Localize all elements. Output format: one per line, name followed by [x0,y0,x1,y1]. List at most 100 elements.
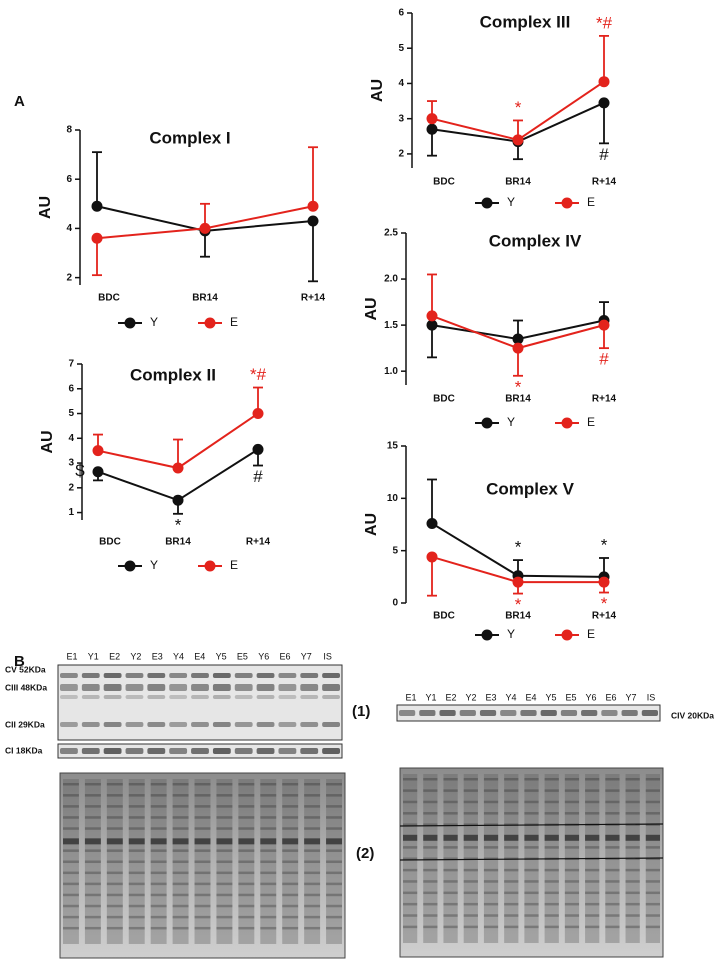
gel-band [172,882,189,886]
gel-band [423,834,438,841]
band-label: CV 52KDa [5,664,46,674]
data-point [91,232,103,244]
gel-band [524,880,539,883]
gel-band [463,846,478,849]
gel-band [585,778,600,781]
gel-band [128,794,145,797]
lane-label: IS [323,651,332,661]
x-tick-label: BDC [99,537,121,548]
gel-band [106,816,123,819]
y-tick-label: 6 [66,174,72,185]
gel-band [304,805,321,808]
blot-band [520,710,537,716]
gel-band [282,838,299,845]
gel-band [524,778,539,781]
gel-band [63,827,79,830]
gel-band [544,902,559,906]
gel-band [128,805,145,808]
blot-band [439,710,456,716]
blot-band [560,710,578,716]
blot-band [212,722,231,727]
gel-band [106,860,123,863]
gel-band [260,915,277,919]
lane-label: Y7 [301,651,312,661]
annotation: * [515,98,522,117]
gel-lane [463,774,478,943]
gel-band [403,868,418,872]
blot-band [459,710,476,716]
legend-marker [481,629,493,641]
gel-band [524,800,539,804]
blot-band [125,684,144,691]
gel-band [463,902,478,906]
gel-band [216,915,233,919]
data-point [91,200,103,212]
x-tick-label: BDC [433,177,455,188]
gel-band [564,846,580,849]
gel-band [194,893,211,897]
gel-band [605,880,620,883]
gel-band [625,789,640,792]
gel-band [326,882,342,886]
y-tick-label: 6 [398,8,404,19]
legend-marker [481,197,493,209]
blot-band [191,673,209,678]
gel-band [238,816,255,819]
blot-band [81,684,100,691]
gel-band [504,925,519,929]
gel-band [645,800,660,804]
gel-band [564,891,580,895]
gel-band [326,805,342,808]
data-point [252,408,264,420]
gel-band [645,789,660,792]
gel-band [172,871,189,875]
gel-band [483,778,499,781]
gel-band [260,783,277,786]
annotation: # [599,350,609,369]
row-label: (2) [356,845,374,862]
gel-band [564,800,580,804]
gel-lane [238,779,255,944]
gel-band [128,849,145,852]
gel-band [63,838,79,845]
blot-band [169,695,188,699]
x-tick-label: BR14 [505,177,531,188]
blot-band [300,748,319,754]
gel-band [84,926,101,930]
gel-band [63,794,79,797]
annotation: * [601,594,608,613]
gel-band [504,800,519,804]
gel-lane [172,779,189,944]
gel-band [282,904,299,908]
legend-marker [561,197,573,209]
gel-band [423,789,438,792]
gel-band [625,800,640,804]
data-point [307,215,319,227]
legend-label: E [587,195,595,209]
data-point [426,551,438,563]
lane-label: E2 [445,692,456,702]
gel-band [443,880,458,883]
chart-title: Complex III [480,12,571,31]
blot-band [300,673,319,678]
gel-band [63,893,79,897]
lane-label: Y4 [173,651,184,661]
gel-band [260,871,277,875]
annotation: *# [596,13,613,32]
gel-band [326,794,342,797]
gel-band [585,846,600,849]
gel-band [194,871,211,875]
lane-label: E5 [565,692,576,702]
data-point [512,134,524,146]
row-label: (1) [352,703,370,720]
legend-marker [204,560,216,572]
data-point [199,222,211,234]
gel-band [172,915,189,919]
lane-label: Y5 [216,651,227,661]
lane-label: Y5 [545,692,556,702]
gel-band [326,783,342,786]
blot-band [322,684,340,691]
gel-band [625,846,640,849]
gel-lane [504,774,519,943]
gel-band [172,805,189,808]
